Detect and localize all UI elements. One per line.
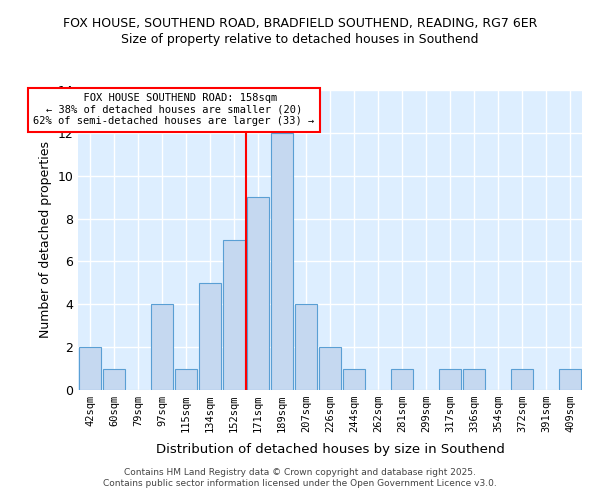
Bar bbox=[439, 368, 461, 390]
Bar bbox=[343, 368, 365, 390]
Bar bbox=[463, 368, 485, 390]
Bar bbox=[175, 368, 197, 390]
Bar bbox=[559, 368, 581, 390]
Bar bbox=[271, 133, 293, 390]
Bar bbox=[103, 368, 125, 390]
Bar bbox=[199, 283, 221, 390]
Y-axis label: Number of detached properties: Number of detached properties bbox=[39, 142, 52, 338]
Bar bbox=[223, 240, 245, 390]
Text: FOX HOUSE SOUTHEND ROAD: 158sqm
← 38% of detached houses are smaller (20)
62% of: FOX HOUSE SOUTHEND ROAD: 158sqm ← 38% of… bbox=[34, 93, 314, 126]
Text: FOX HOUSE, SOUTHEND ROAD, BRADFIELD SOUTHEND, READING, RG7 6ER: FOX HOUSE, SOUTHEND ROAD, BRADFIELD SOUT… bbox=[63, 18, 537, 30]
Text: Size of property relative to detached houses in Southend: Size of property relative to detached ho… bbox=[121, 32, 479, 46]
Bar bbox=[247, 197, 269, 390]
Text: Contains HM Land Registry data © Crown copyright and database right 2025.
Contai: Contains HM Land Registry data © Crown c… bbox=[103, 468, 497, 487]
Bar bbox=[79, 347, 101, 390]
Bar bbox=[319, 347, 341, 390]
Bar bbox=[391, 368, 413, 390]
X-axis label: Distribution of detached houses by size in Southend: Distribution of detached houses by size … bbox=[155, 444, 505, 456]
Bar bbox=[511, 368, 533, 390]
Bar bbox=[295, 304, 317, 390]
Bar bbox=[151, 304, 173, 390]
